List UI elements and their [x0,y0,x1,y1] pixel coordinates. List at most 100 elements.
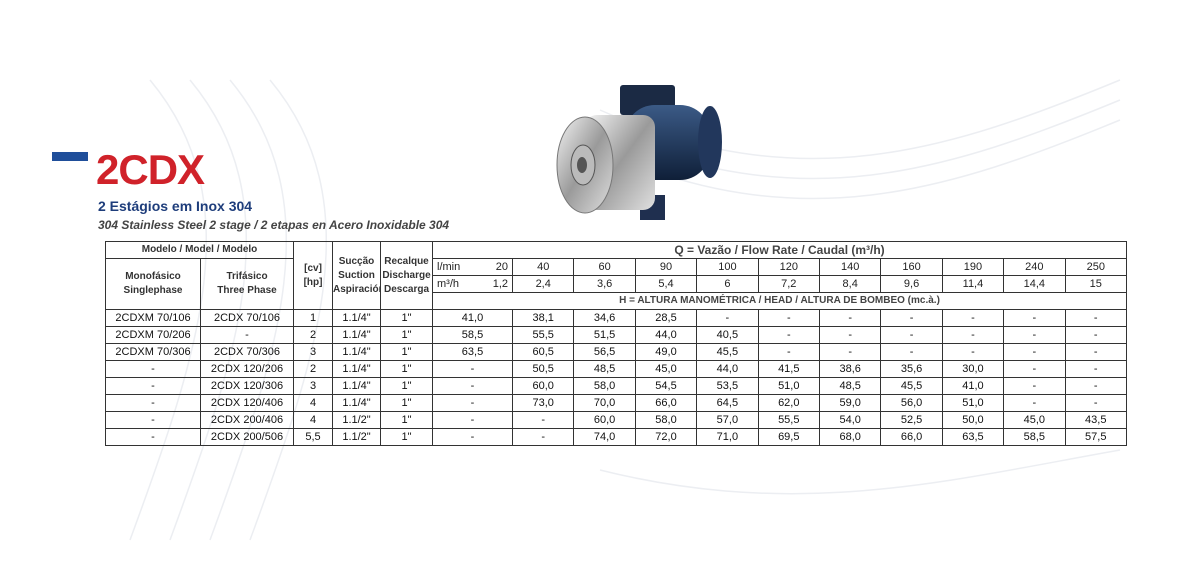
head-cell: 38,6 [818,360,882,378]
head-cell: 57,5 [1064,428,1128,446]
head-cell: 54,0 [818,411,882,429]
m3h-value: 11,4 [941,275,1005,293]
m3h-value: 3,6 [573,275,636,293]
pump-image [556,85,722,220]
m3h-value: 1,2 [492,278,509,290]
model-header: Modelo / Model / Modelo [104,241,295,259]
head-cell: - [880,343,943,361]
flow-lmin-cell: l/min 20 [432,258,514,276]
head-cell: 50,0 [941,411,1005,429]
power-cell: 2 [293,326,334,344]
lmin-value: 90 [634,258,698,276]
m3h-value: 6 [696,275,759,293]
flow-m3h-cell: m³/h 1,2 [432,275,514,293]
lmin-value: 60 [573,258,636,276]
head-cell: 55,5 [757,411,820,429]
suction-cell: 1.1/4" [332,360,382,378]
head-cell: - [818,326,882,344]
head-cell: 55,5 [512,326,575,344]
discharge-cell: 1" [380,360,434,378]
discharge-cell: 1" [380,309,434,327]
subtitle: 2 Estágios em Inox 304 [98,198,253,214]
head-cell: 28,5 [634,309,698,327]
suction-cell: 1.1/4" [332,394,382,412]
power-cell: 1 [293,309,334,327]
head-cell: - [1003,360,1066,378]
three-phase-label: Trifásico [226,271,268,282]
head-cell: 44,0 [696,360,759,378]
head-cell: - [1003,343,1066,361]
head-cell: - [880,309,943,327]
head-cell: - [1064,309,1128,327]
head-cell: 45,5 [696,343,759,361]
head-cell: 56,0 [880,394,943,412]
head-cell: - [757,343,820,361]
head-cell: - [818,343,882,361]
single-cell: - [105,377,201,395]
lmin-value: 40 [512,258,575,276]
head-cell: - [941,309,1005,327]
three-cell: 2CDX 200/406 [199,411,295,429]
head-cell: - [1064,377,1128,395]
table-row: -2CDX 120/306 3 1.1/4" 1" -60,0 58,0 54,5 53,5 5… [105,377,1128,395]
power-header: [cv] [hp] [293,241,334,310]
power-cell: 3 [293,343,334,361]
head-cell: 72,0 [634,428,698,446]
head-cell: 63,5 [941,428,1005,446]
head-cell: 40,5 [696,326,759,344]
m3h-value: 7,2 [757,275,820,293]
head-cell: 69,5 [757,428,820,446]
single-phase-header: Monofásico Singlephase [105,258,201,310]
head-cell: 45,0 [1003,411,1066,429]
head-cell: 51,0 [757,377,820,395]
head-cell: 74,0 [573,428,636,446]
suction-cell: 1.1/4" [332,309,382,327]
head-header: H = ALTURA MANOMÉTRICA / HEAD / ALTURA D… [432,292,1127,310]
power-cell: 4 [293,411,334,429]
head-cell: 50,5 [512,360,575,378]
lmin-value: 190 [941,258,1005,276]
m3h-value: 8,4 [818,275,882,293]
suction-header: Sucção Suction Aspiración [332,241,382,310]
tagline: 304 Stainless Steel 2 stage / 2 etapas e… [98,218,450,232]
head-cell: 45,5 [880,377,943,395]
head-cell: - [432,411,514,429]
suction-cell: 1.1/4" [332,377,382,395]
m3h-value: 9,6 [880,275,943,293]
head-cell: 66,0 [880,428,943,446]
head-cell: - [432,360,514,378]
single-cell: - [105,360,201,378]
head-cell: 45,0 [634,360,698,378]
discharge-cell: 1" [380,377,434,395]
m3h-value: 14,4 [1003,275,1066,293]
head-cell: 63,5 [432,343,514,361]
accent-bar [52,152,88,161]
head-cell: 44,0 [634,326,698,344]
suction-cell: 1.1/4" [332,343,382,361]
head-cell: 35,6 [880,360,943,378]
table-row: 2CDXM 70/306 2CDX 70/306 3 1.1/4" 1" 63,5 60,5… [105,343,1128,361]
lmin-value: 240 [1003,258,1066,276]
lmin-value: 140 [818,258,882,276]
table-row: -2CDX 200/406 4 1.1/2" 1" - -60,0 58,0 57,0 55,5… [105,411,1128,429]
discharge-cell: 1" [380,428,434,446]
m3h-value: 2,4 [512,275,575,293]
three-cell: 2CDX 70/106 [199,309,295,327]
lmin-value: 120 [757,258,820,276]
head-cell: 66,0 [634,394,698,412]
discharge-label: Recalque [384,255,429,267]
table-row: 2CDXM 70/206-2 1.1/4" 1" 58,5 55,5 51,5 44,0 40… [105,326,1128,344]
head-cell: 64,5 [696,394,759,412]
three-cell: 2CDX 70/306 [199,343,295,361]
head-cell: 71,0 [696,428,759,446]
head-cell: 48,5 [818,377,882,395]
three-cell: - [199,326,295,344]
power-cell: 4 [293,394,334,412]
three-cell: 2CDX 120/206 [199,360,295,378]
single-cell: - [105,411,201,429]
head-cell: 73,0 [512,394,575,412]
power-cell: 3 [293,377,334,395]
performance-table: Modelo / Model / Modelo [cv] [hp] Sucção S… [104,241,1128,446]
head-cell: 57,0 [696,411,759,429]
single-cell: 2CDXM 70/206 [105,326,201,344]
